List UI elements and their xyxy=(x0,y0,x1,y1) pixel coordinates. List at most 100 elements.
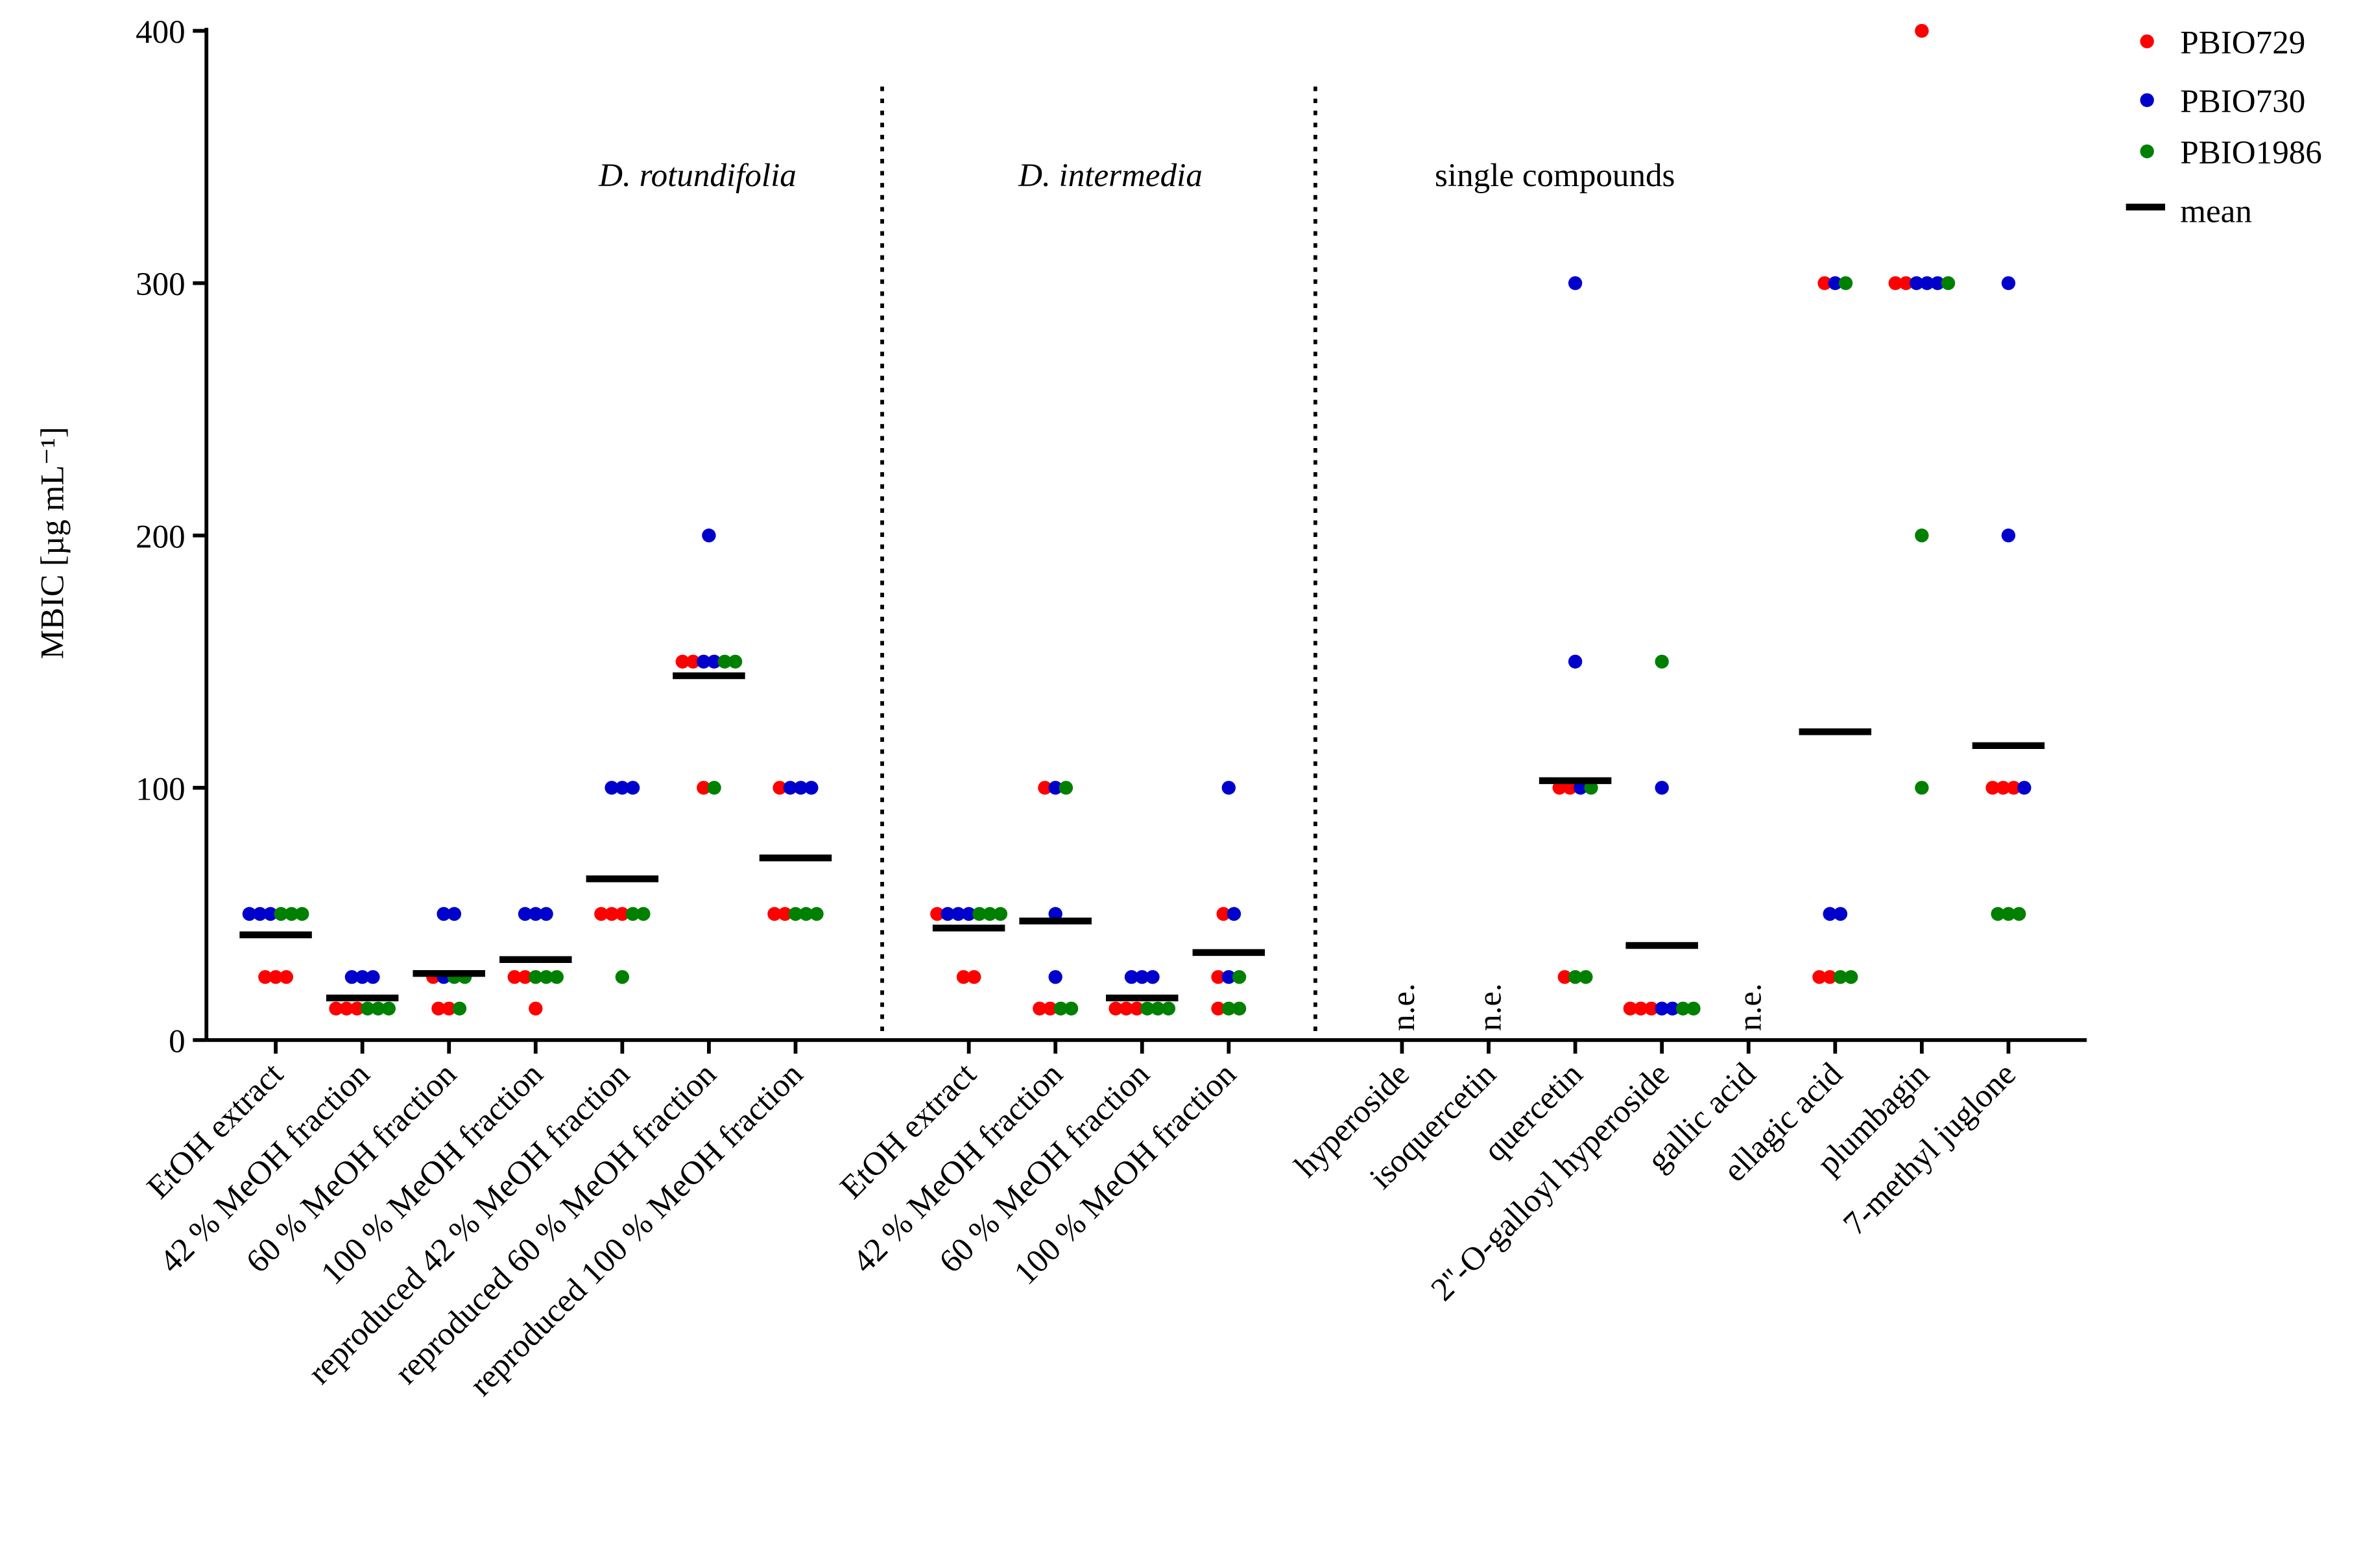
data-dot xyxy=(1579,969,1593,984)
data-dot xyxy=(697,781,711,795)
data-dot xyxy=(804,781,819,795)
data-dot xyxy=(1991,907,2005,921)
data-dot xyxy=(1124,969,1139,984)
data-dot xyxy=(1920,276,1934,291)
data-dot xyxy=(717,654,732,669)
data-dot xyxy=(605,781,619,795)
legend-label: PBIO1986 xyxy=(2180,134,2322,171)
data-dot xyxy=(930,907,944,921)
data-dot xyxy=(1216,907,1230,921)
data-dot xyxy=(615,969,630,984)
data-dot xyxy=(686,654,701,669)
data-dot xyxy=(258,969,272,984)
data-dot xyxy=(625,907,640,921)
data-dot xyxy=(625,781,640,795)
data-dot xyxy=(452,1001,467,1016)
legend-dot xyxy=(2140,144,2154,159)
data-dot xyxy=(1676,1001,1690,1016)
data-dot xyxy=(1568,969,1583,984)
legend-label: PBIO730 xyxy=(2180,83,2305,120)
data-dot xyxy=(350,1001,365,1016)
data-dot xyxy=(788,907,803,921)
group-label: D. rotundifolia xyxy=(598,157,797,194)
data-dot xyxy=(344,969,359,984)
y-tick-label: 200 xyxy=(136,518,186,555)
data-dot xyxy=(1145,969,1160,984)
data-dot xyxy=(1059,781,1073,795)
data-dot xyxy=(1888,276,1902,291)
data-dot xyxy=(1227,907,1241,921)
data-dot xyxy=(951,907,966,921)
data-dot xyxy=(961,907,976,921)
data-dot xyxy=(783,781,798,795)
data-dot xyxy=(361,1001,375,1016)
data-dot xyxy=(518,907,533,921)
data-dot xyxy=(2001,529,2016,543)
data-dot xyxy=(1930,276,1945,291)
data-dot xyxy=(1064,1001,1079,1016)
data-dot xyxy=(1623,1001,1638,1016)
data-dot xyxy=(1941,276,1956,291)
data-dot xyxy=(2001,276,2016,291)
data-dot xyxy=(1686,1001,1701,1016)
data-dot xyxy=(381,1001,396,1016)
data-dot xyxy=(1053,1001,1068,1016)
data-dot xyxy=(355,969,370,984)
data-dot xyxy=(615,907,630,921)
data-dot xyxy=(539,969,553,984)
group-label: single compounds xyxy=(1435,157,1675,194)
data-dot xyxy=(1655,654,1669,669)
data-dot xyxy=(442,1001,456,1016)
y-tick-label: 400 xyxy=(136,14,186,51)
data-dot xyxy=(2012,907,2026,921)
data-dot xyxy=(1915,23,1929,38)
data-dot xyxy=(799,907,813,921)
data-dot xyxy=(675,654,689,669)
data-dot xyxy=(793,781,808,795)
data-dot xyxy=(269,969,283,984)
data-dot xyxy=(1996,781,2010,795)
data-dot xyxy=(447,907,462,921)
data-dot xyxy=(983,907,997,921)
data-dot xyxy=(1899,276,1913,291)
data-dot xyxy=(1828,276,1842,291)
data-dot xyxy=(956,969,971,984)
group-label: D. intermedia xyxy=(1018,157,1203,194)
data-dot xyxy=(1221,969,1236,984)
data-dot xyxy=(284,907,299,921)
data-dot xyxy=(594,907,608,921)
data-dot xyxy=(707,781,721,795)
legend-dot xyxy=(2140,93,2154,108)
data-dot xyxy=(1048,907,1062,921)
data-dot xyxy=(1151,1001,1165,1016)
data-dot xyxy=(1644,1001,1659,1016)
data-dot xyxy=(1985,781,2000,795)
data-dot xyxy=(437,907,451,921)
data-dot xyxy=(972,907,987,921)
data-dot xyxy=(1915,781,1929,795)
data-dot xyxy=(636,907,651,921)
y-tick-label: 100 xyxy=(136,770,186,807)
data-dot xyxy=(767,907,782,921)
data-dot xyxy=(941,907,955,921)
data-dot xyxy=(702,529,716,543)
data-dot xyxy=(1633,1001,1648,1016)
data-dot xyxy=(2017,781,2031,795)
data-dot xyxy=(1033,1001,1047,1016)
data-dot xyxy=(778,907,792,921)
data-dot xyxy=(1568,654,1583,669)
data-dot xyxy=(1665,1001,1680,1016)
data-dot xyxy=(263,907,278,921)
data-dot xyxy=(1232,1001,1247,1016)
data-dot xyxy=(967,969,981,984)
data-dot xyxy=(1584,781,1598,795)
data-dot xyxy=(1655,1001,1669,1016)
data-dot xyxy=(615,781,630,795)
data-dot xyxy=(1557,969,1572,984)
data-dot xyxy=(1109,1001,1123,1016)
data-dot xyxy=(1823,907,1837,921)
data-dot xyxy=(1140,1001,1155,1016)
data-dot xyxy=(707,654,721,669)
data-dot xyxy=(242,907,257,921)
